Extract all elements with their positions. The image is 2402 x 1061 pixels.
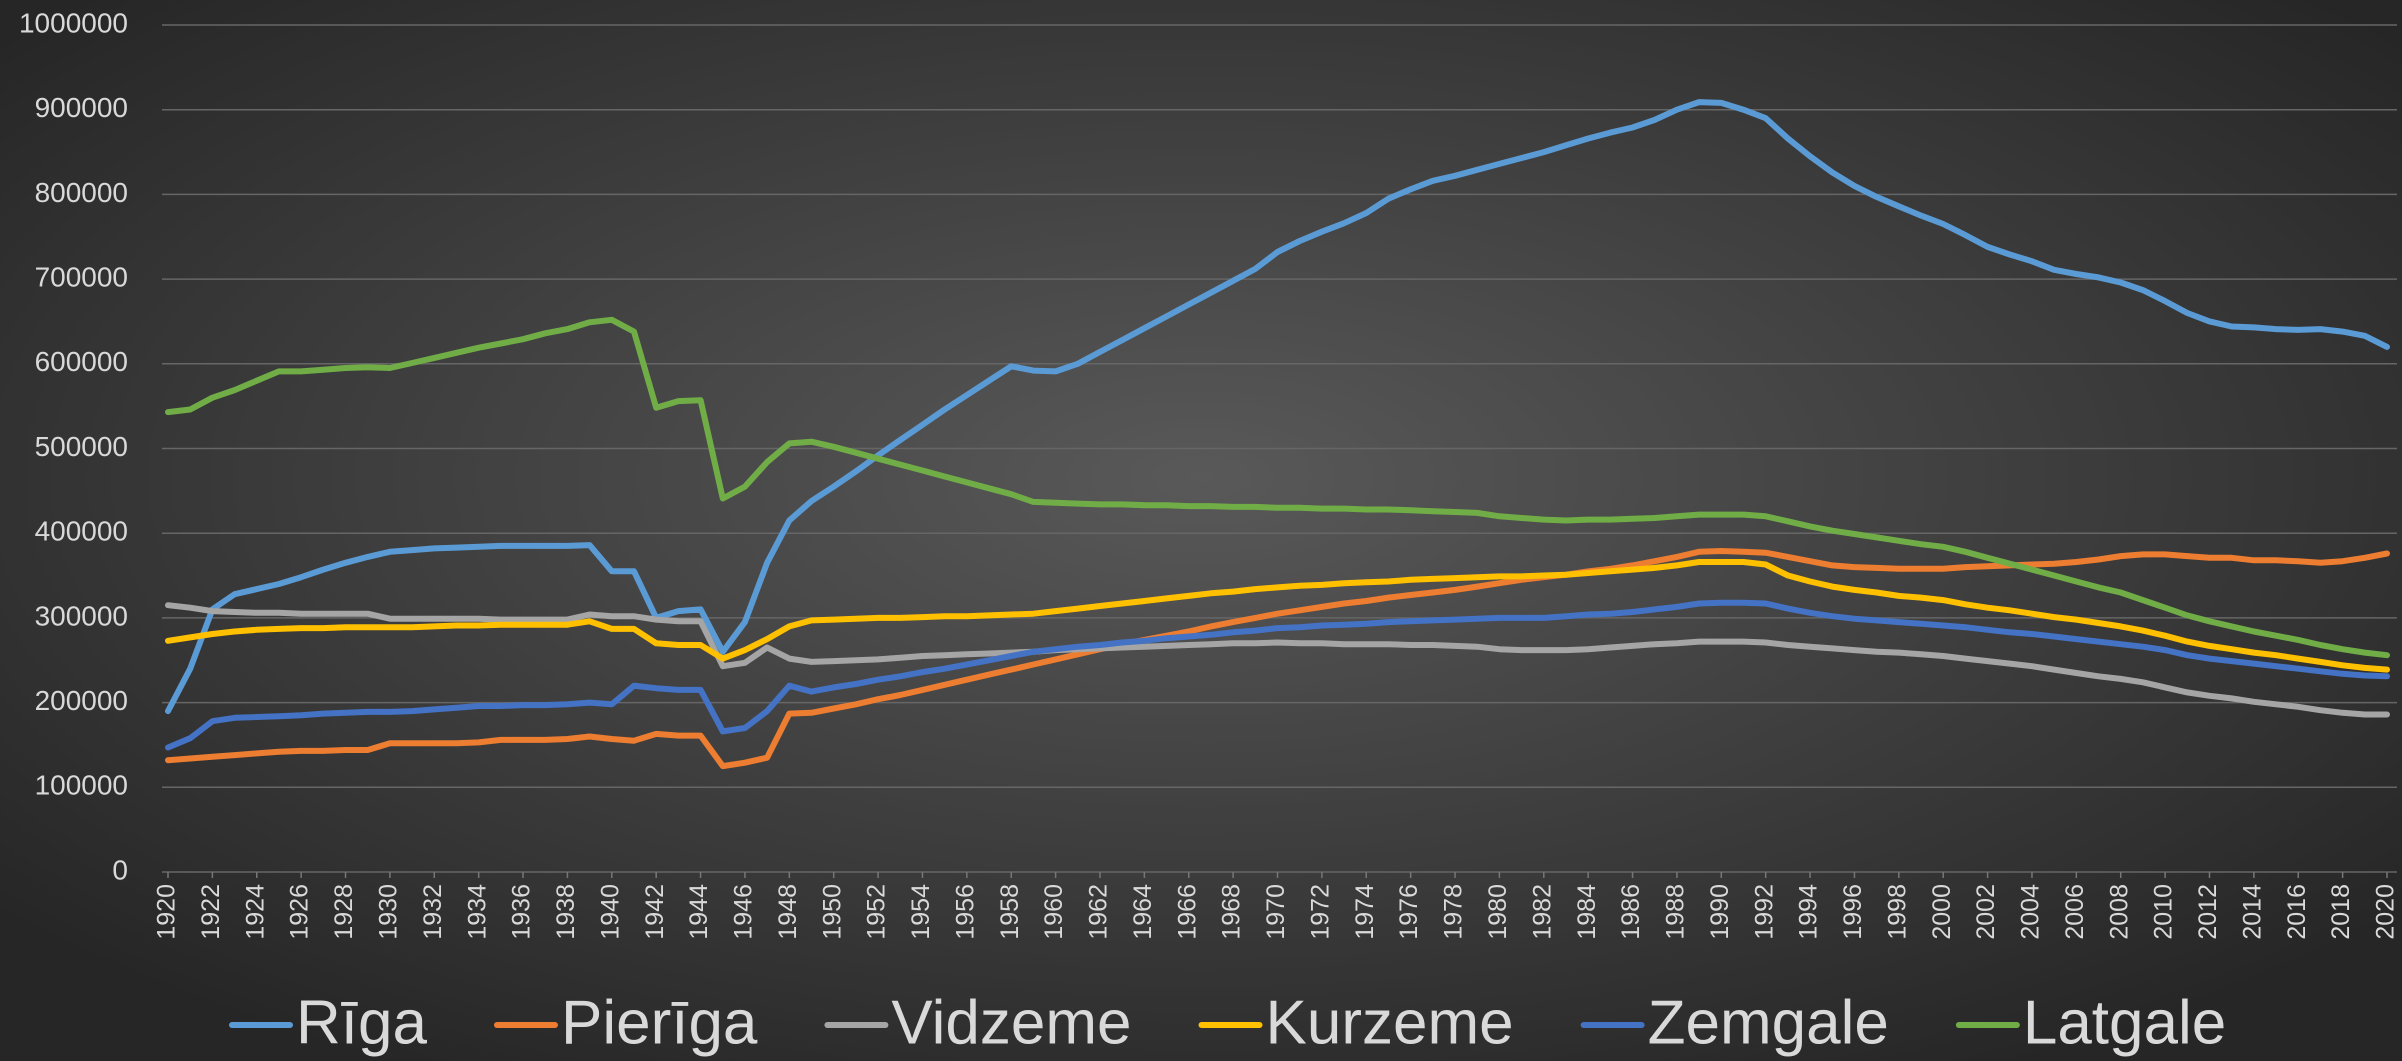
x-tick-label: 1986 bbox=[1617, 884, 1645, 940]
y-tick-label: 600000 bbox=[35, 346, 128, 377]
x-tick-label: 1980 bbox=[1484, 884, 1512, 940]
x-tick-label: 2004 bbox=[2017, 884, 2045, 940]
x-tick-label: 1924 bbox=[241, 884, 269, 940]
x-tick-label: 2002 bbox=[1972, 884, 2000, 940]
x-tick-label: 1978 bbox=[1440, 884, 1468, 940]
legend-label: Vidzeme bbox=[891, 988, 1131, 1057]
y-tick-label: 300000 bbox=[35, 600, 128, 631]
x-tick-label: 1982 bbox=[1528, 884, 1556, 940]
x-tick-label: 1962 bbox=[1085, 884, 1113, 940]
x-tick-label: 1930 bbox=[375, 884, 403, 940]
x-tick-label: 1970 bbox=[1262, 884, 1290, 940]
x-tick-label: 1942 bbox=[641, 884, 669, 940]
y-tick-label: 100000 bbox=[35, 770, 128, 801]
x-tick-label: 1952 bbox=[863, 884, 891, 940]
legend: Rīga Pierīga Vidzeme Kurzeme Zemgale Latgale bbox=[229, 988, 2226, 1057]
x-tick-label: 1984 bbox=[1573, 884, 1601, 940]
x-tick-label: 2012 bbox=[2194, 884, 2222, 940]
x-tick-label: 1954 bbox=[907, 884, 935, 940]
x-tick-label: 1950 bbox=[818, 884, 846, 940]
series-line bbox=[165, 599, 2390, 751]
axis-labels: 0 100000 200000 300000 400000 500000 600000 700… bbox=[19, 7, 2400, 939]
x-tick-label: 1920 bbox=[153, 884, 181, 940]
x-tick-label: 1926 bbox=[286, 884, 314, 940]
x-tick-label: 1946 bbox=[730, 884, 758, 940]
x-tick-label: 1990 bbox=[1706, 884, 1734, 940]
y-tick-label: 900000 bbox=[35, 92, 128, 123]
x-tick-label: 1934 bbox=[463, 884, 491, 940]
x-tick-label: 1994 bbox=[1795, 884, 1823, 940]
y-tick-label: 200000 bbox=[35, 685, 128, 716]
x-tick-label: 1932 bbox=[419, 884, 447, 940]
y-tick-label: 800000 bbox=[35, 177, 128, 208]
series-line bbox=[165, 316, 2390, 659]
y-tick-label: 400000 bbox=[35, 516, 128, 547]
x-tick-label: 1948 bbox=[774, 884, 802, 940]
y-tick-label: 1000000 bbox=[19, 7, 128, 38]
x-tick-label: 1928 bbox=[330, 884, 358, 940]
y-tick-label: 0 bbox=[112, 854, 128, 885]
x-tick-label: 2014 bbox=[2238, 884, 2266, 940]
x-tick-label: 2008 bbox=[2105, 884, 2133, 940]
series-line bbox=[165, 559, 2390, 673]
legend-label: Pierīga bbox=[561, 988, 758, 1057]
x-tick-label: 1936 bbox=[508, 884, 536, 940]
x-tick-label: 1972 bbox=[1306, 884, 1334, 940]
x-tick-label: 1968 bbox=[1218, 884, 1246, 940]
x-tick-label: 1958 bbox=[996, 884, 1024, 940]
legend-label: Rīga bbox=[296, 988, 427, 1057]
x-tick-label: 2018 bbox=[2327, 884, 2355, 940]
x-tick-label: 1956 bbox=[951, 884, 979, 940]
x-tick-label: 1940 bbox=[596, 884, 624, 940]
x-tick-label: 1938 bbox=[552, 884, 580, 940]
x-tick-label: 1988 bbox=[1662, 884, 1690, 940]
x-tick-label: 2006 bbox=[2061, 884, 2089, 940]
y-tick-label: 700000 bbox=[35, 261, 128, 292]
series-line bbox=[165, 602, 2390, 718]
x-tick-label: 2020 bbox=[2372, 884, 2400, 940]
x-tick-label: 2010 bbox=[2150, 884, 2178, 940]
series-line bbox=[165, 99, 2390, 715]
x-tick-label: 1960 bbox=[1040, 884, 1068, 940]
legend-label: Zemgale bbox=[1648, 988, 1889, 1057]
legend-label: Kurzeme bbox=[1266, 988, 1514, 1057]
x-tick-label: 1966 bbox=[1173, 884, 1201, 940]
plot-area bbox=[165, 99, 2390, 770]
y-tick-label: 500000 bbox=[35, 431, 128, 462]
x-tick-label: 1976 bbox=[1395, 884, 1423, 940]
legend-label: Latgale bbox=[2023, 988, 2226, 1057]
x-tick-label: 1944 bbox=[685, 884, 713, 940]
x-tick-label: 1974 bbox=[1351, 884, 1379, 940]
x-tick-label: 1964 bbox=[1129, 884, 1157, 940]
x-tick-label: 2000 bbox=[1928, 884, 1956, 940]
x-tick-label: 1922 bbox=[197, 884, 225, 940]
x-tick-label: 1992 bbox=[1750, 884, 1778, 940]
x-tick-label: 2016 bbox=[2283, 884, 2311, 940]
x-tick-label: 1996 bbox=[1839, 884, 1867, 940]
x-tick-label: 1998 bbox=[1883, 884, 1911, 940]
